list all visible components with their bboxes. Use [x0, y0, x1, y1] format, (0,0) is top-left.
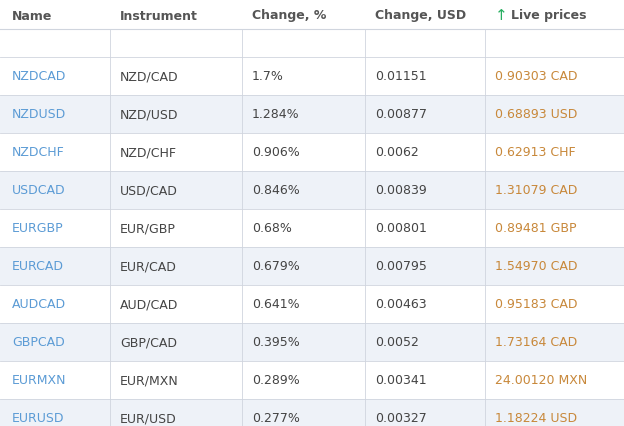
Text: 0.641%: 0.641%: [252, 298, 300, 311]
Text: AUD/CAD: AUD/CAD: [120, 298, 178, 311]
Text: NZD/USD: NZD/USD: [120, 108, 178, 121]
Text: 0.289%: 0.289%: [252, 374, 300, 386]
Text: EUR/USD: EUR/USD: [120, 412, 177, 424]
Text: 0.906%: 0.906%: [252, 146, 300, 159]
Bar: [0, 134, 624, 172]
Text: 0.395%: 0.395%: [252, 336, 300, 349]
Text: NZD/CAD: NZD/CAD: [120, 70, 178, 83]
Text: ↑: ↑: [495, 9, 508, 23]
Text: Live prices: Live prices: [511, 9, 587, 23]
Text: GBP/CAD: GBP/CAD: [120, 336, 177, 349]
Bar: [0, 361, 624, 399]
Text: AUDCAD: AUDCAD: [12, 298, 66, 311]
Text: EUR/MXN: EUR/MXN: [120, 374, 178, 386]
Text: NZDCAD: NZDCAD: [12, 70, 66, 83]
Text: 0.95183 CAD: 0.95183 CAD: [495, 298, 577, 311]
Bar: [0, 323, 624, 361]
Text: 0.00839: 0.00839: [375, 184, 427, 197]
Text: 0.679%: 0.679%: [252, 260, 300, 273]
Text: Instrument: Instrument: [120, 9, 198, 23]
Text: 0.00463: 0.00463: [375, 298, 427, 311]
Text: EUR/CAD: EUR/CAD: [120, 260, 177, 273]
Text: 1.31079 CAD: 1.31079 CAD: [495, 184, 577, 197]
Text: NZDCHF: NZDCHF: [12, 146, 65, 159]
Text: 1.284%: 1.284%: [252, 108, 300, 121]
Text: 0.90303 CAD: 0.90303 CAD: [495, 70, 577, 83]
Text: 1.18224 USD: 1.18224 USD: [495, 412, 577, 424]
Text: 0.01151: 0.01151: [375, 70, 427, 83]
Text: 0.68893 USD: 0.68893 USD: [495, 108, 577, 121]
Bar: [0, 248, 624, 285]
Text: Name: Name: [12, 9, 52, 23]
Text: EURUSD: EURUSD: [12, 412, 64, 424]
Text: USDCAD: USDCAD: [12, 184, 66, 197]
Text: Change, %: Change, %: [252, 9, 326, 23]
Text: 0.00341: 0.00341: [375, 374, 427, 386]
Bar: [0, 210, 624, 248]
Bar: [0, 172, 624, 210]
Text: GBPCAD: GBPCAD: [12, 336, 65, 349]
Text: EURMXN: EURMXN: [12, 374, 67, 386]
Text: 0.277%: 0.277%: [252, 412, 300, 424]
Text: 0.89481 GBP: 0.89481 GBP: [495, 222, 577, 235]
Text: 24.00120 MXN: 24.00120 MXN: [495, 374, 587, 386]
Text: EURCAD: EURCAD: [12, 260, 64, 273]
Text: Change, USD: Change, USD: [375, 9, 466, 23]
Text: 0.0062: 0.0062: [375, 146, 419, 159]
Text: 0.62913 CHF: 0.62913 CHF: [495, 146, 575, 159]
Bar: [0, 285, 624, 323]
Text: 0.00801: 0.00801: [375, 222, 427, 235]
Text: 0.846%: 0.846%: [252, 184, 300, 197]
Text: EURGBP: EURGBP: [12, 222, 64, 235]
Text: 0.00877: 0.00877: [375, 108, 427, 121]
Bar: [0, 58, 624, 96]
Text: 0.00327: 0.00327: [375, 412, 427, 424]
Text: 0.0052: 0.0052: [375, 336, 419, 349]
Text: EUR/GBP: EUR/GBP: [120, 222, 176, 235]
Text: NZDUSD: NZDUSD: [12, 108, 66, 121]
Text: 1.54970 CAD: 1.54970 CAD: [495, 260, 577, 273]
Text: 0.00795: 0.00795: [375, 260, 427, 273]
Text: USD/CAD: USD/CAD: [120, 184, 178, 197]
Bar: [0, 399, 624, 426]
Bar: [0, 96, 624, 134]
Text: 1.7%: 1.7%: [252, 70, 284, 83]
Text: 1.73164 CAD: 1.73164 CAD: [495, 336, 577, 349]
Text: 0.68%: 0.68%: [252, 222, 292, 235]
Text: NZD/CHF: NZD/CHF: [120, 146, 177, 159]
